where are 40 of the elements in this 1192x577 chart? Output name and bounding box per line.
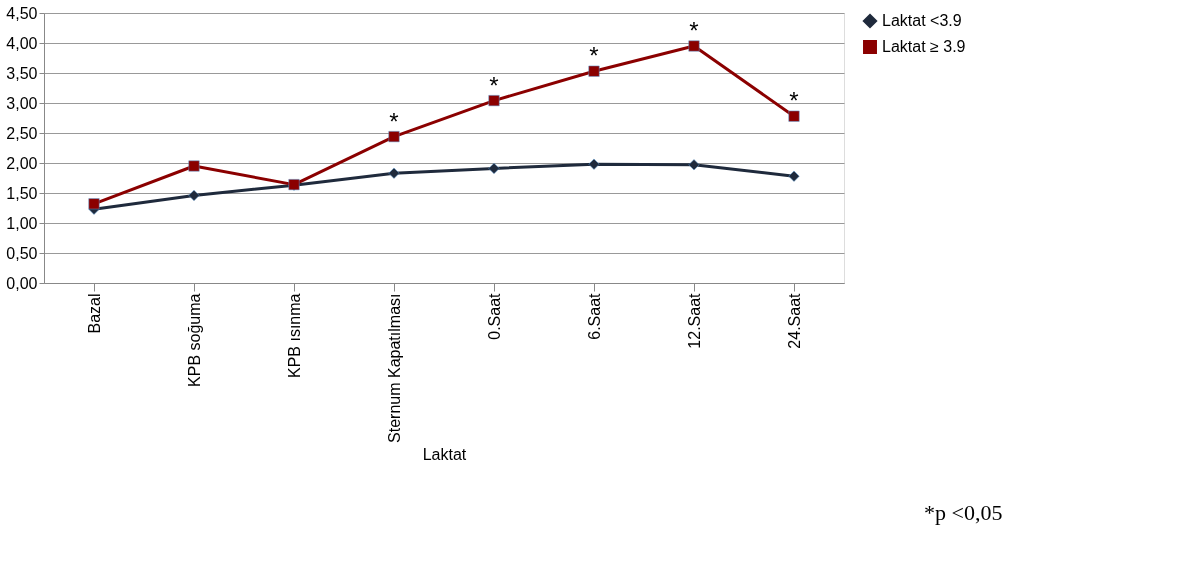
y-tick-label: 3,00: [6, 94, 38, 112]
point: [388, 167, 400, 179]
x-tick-label: KPB soğuma: [185, 293, 203, 387]
y-tick-label: 4,00: [6, 34, 38, 52]
x-tick-label: Bazal: [85, 293, 103, 334]
point: [788, 110, 800, 122]
x-tick-label: Sternum Kapatılması: [385, 293, 403, 443]
y-tick-label: 2,50: [6, 124, 38, 142]
annotation: *: [789, 87, 799, 115]
x-tick-label: KPB ısınma: [285, 293, 303, 378]
y-tick-label: 3,50: [6, 64, 38, 82]
annotation: *: [389, 107, 399, 135]
y-tick-label: 1,00: [6, 214, 38, 232]
y-tick-label: 0,00: [6, 274, 38, 292]
y-tick-label: 2,00: [6, 154, 38, 172]
legend-label: Laktat <3.9: [882, 12, 962, 29]
annotation: *: [689, 17, 699, 44]
x-axis-title: Laktat: [422, 445, 467, 463]
point: [688, 159, 700, 171]
annotation: *: [589, 42, 599, 70]
x-tick-label: 0.Saat: [485, 292, 503, 340]
text: *p <0,05: [924, 500, 1003, 525]
point: [88, 198, 100, 210]
point: [488, 162, 500, 174]
point: [488, 95, 500, 107]
annotation: *: [489, 71, 499, 99]
point: [388, 131, 400, 143]
x-tick-label: 6.Saat: [585, 292, 603, 340]
point: [588, 65, 600, 77]
y-tick-label: 1,50: [6, 184, 38, 202]
point: [788, 170, 800, 182]
point: [188, 160, 200, 172]
x-tick-label: 12.Saat: [685, 292, 703, 349]
point: [588, 158, 600, 170]
point: [688, 40, 700, 52]
point: [188, 189, 200, 201]
x-tick-label: 24.Saat: [785, 292, 803, 349]
y-tick-label: 4,50: [6, 4, 38, 22]
y-tick-label: 0,50: [6, 244, 38, 262]
legend-label: Laktat ≥ 3.9: [882, 38, 966, 55]
